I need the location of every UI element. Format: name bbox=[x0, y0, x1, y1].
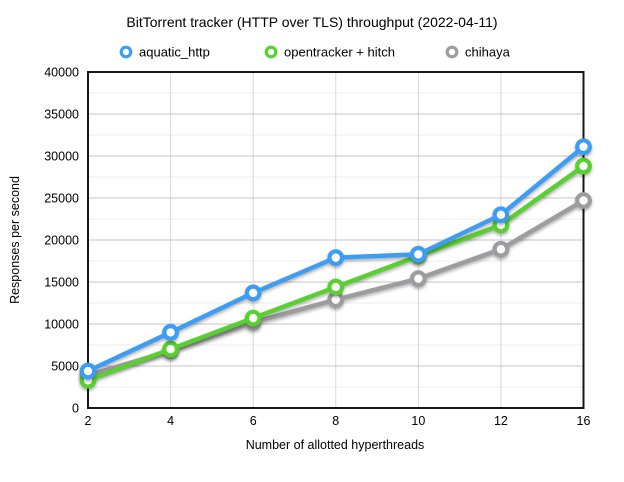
legend-marker-icon bbox=[264, 45, 278, 59]
plot-frame bbox=[87, 71, 585, 409]
legend-item: chihaya bbox=[445, 45, 511, 60]
y-tick-label: 5000 bbox=[51, 360, 79, 374]
y-axis-title: Responses per second bbox=[8, 176, 22, 304]
data-point-marker bbox=[327, 278, 345, 296]
legend-item: opentracker + hitch bbox=[264, 45, 395, 60]
data-point-marker bbox=[244, 284, 262, 302]
data-point-marker bbox=[409, 245, 427, 263]
x-tick-label: 2 bbox=[85, 414, 92, 428]
series-layer bbox=[79, 138, 592, 389]
gridlines bbox=[88, 72, 584, 408]
data-point-marker bbox=[327, 249, 345, 267]
y-tick-label: 35000 bbox=[44, 108, 79, 122]
y-tick-label: 25000 bbox=[44, 192, 79, 206]
data-point-marker bbox=[575, 138, 592, 156]
data-point-marker bbox=[409, 270, 427, 288]
y-tick-label: 40000 bbox=[44, 66, 79, 80]
x-tick-label: 16 bbox=[577, 414, 591, 428]
legend-label: aquatic_http bbox=[139, 45, 210, 60]
data-point-marker bbox=[492, 240, 510, 258]
y-tick-label: 0 bbox=[72, 402, 79, 416]
data-point-marker bbox=[79, 362, 97, 380]
axis-tick-labels: 0 5000 10000 15000 20000 25000 30000 35000 40000… bbox=[44, 66, 590, 429]
x-axis-title: Number of allotted hyperthreads bbox=[246, 438, 425, 452]
data-point-marker bbox=[575, 157, 592, 175]
data-point-marker bbox=[162, 340, 179, 358]
chart-title: BitTorrent tracker (HTTP over TLS) throu… bbox=[126, 14, 497, 30]
x-tick-label: 10 bbox=[411, 414, 425, 428]
x-tick-label: 6 bbox=[250, 414, 257, 428]
legend-marker-icon bbox=[119, 45, 133, 59]
data-point-marker bbox=[244, 309, 262, 327]
data-point-marker bbox=[492, 206, 510, 224]
x-tick-label: 4 bbox=[167, 414, 174, 428]
series-aquatic_http bbox=[79, 138, 592, 380]
legend: aquatic_http opentracker + hitch chihaya bbox=[119, 45, 511, 60]
data-point-marker bbox=[162, 324, 179, 341]
y-tick-label: 15000 bbox=[44, 276, 79, 290]
legend-label: chihaya bbox=[465, 45, 511, 60]
data-point-marker bbox=[575, 192, 592, 209]
x-tick-label: 12 bbox=[494, 414, 508, 428]
y-tick-label: 30000 bbox=[44, 150, 79, 164]
y-tick-label: 20000 bbox=[44, 234, 79, 248]
y-tick-label: 10000 bbox=[44, 318, 79, 332]
legend-label: opentracker + hitch bbox=[284, 45, 395, 60]
legend-marker-icon bbox=[445, 45, 459, 59]
legend-item: aquatic_http bbox=[119, 45, 210, 60]
x-tick-label: 8 bbox=[332, 414, 339, 428]
